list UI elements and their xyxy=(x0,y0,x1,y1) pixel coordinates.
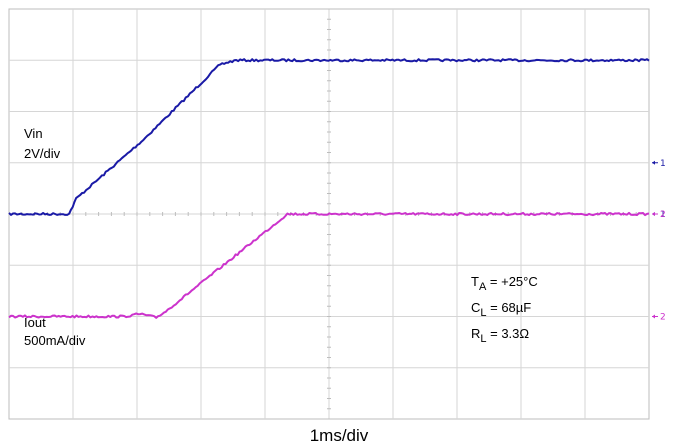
annotation-resistance: RL = 3.3Ω xyxy=(471,326,529,345)
marker-label: 1 xyxy=(660,210,666,220)
channel-labels: Vin 2V/div Iout 500mA/div xyxy=(24,126,86,348)
waveform-series-2 xyxy=(8,211,650,319)
marker-label: 1 xyxy=(660,159,666,169)
channel-2-scale: 500mA/div xyxy=(24,333,86,348)
marker-label: 2 xyxy=(660,210,666,220)
test-conditions: TA = +25°C CL = 68µF RL = 3.3Ω xyxy=(471,274,538,345)
marker-arrowhead xyxy=(652,212,655,216)
annotation-capacitance: CL = 68µF xyxy=(471,300,531,319)
channel-1-scale: 2V/div xyxy=(24,146,61,161)
marker-arrowhead xyxy=(652,314,655,319)
marker-label: 2 xyxy=(660,313,666,323)
waveform-traces xyxy=(8,58,650,319)
channel-1-name: Vin xyxy=(24,126,43,141)
annotation-temperature: TA = +25°C xyxy=(471,274,538,293)
marker-arrowhead xyxy=(652,160,655,165)
x-axis-label: 1ms/div xyxy=(310,426,369,445)
waveform-series-1 xyxy=(8,58,650,216)
channel-2-name: Iout xyxy=(24,315,46,330)
